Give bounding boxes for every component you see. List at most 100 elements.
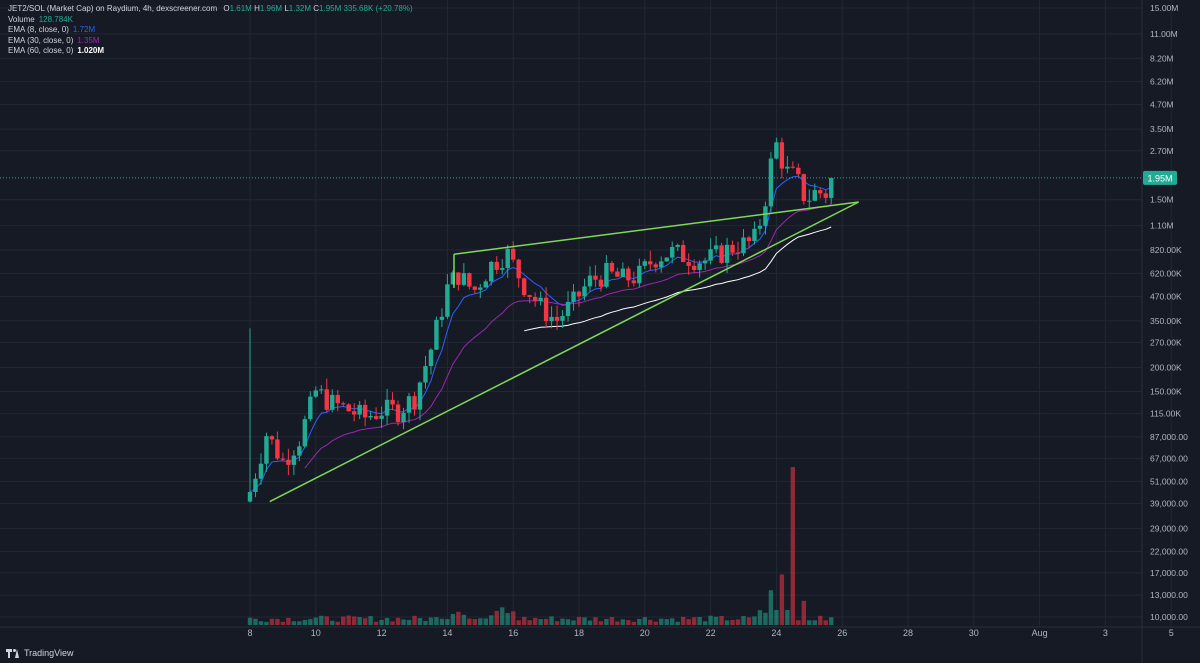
candle-body bbox=[571, 291, 576, 302]
candle-body bbox=[291, 455, 297, 465]
candle-body bbox=[724, 244, 730, 263]
candle-body bbox=[417, 382, 423, 410]
volume-bar bbox=[560, 618, 565, 625]
candle-body bbox=[642, 261, 647, 266]
candle-body bbox=[467, 273, 472, 287]
x-tick-label-12: Aug bbox=[1032, 628, 1048, 638]
volume-bar bbox=[801, 600, 807, 625]
y-tick-label-4: 4.70M bbox=[1150, 100, 1174, 110]
x-tick-label-0: 8 bbox=[247, 628, 252, 638]
volume-bar bbox=[571, 620, 576, 625]
volume-bar bbox=[604, 618, 609, 625]
y-tick-label-13: 270.00K bbox=[1150, 338, 1182, 348]
volume-bar bbox=[362, 618, 368, 625]
volume-bar bbox=[549, 616, 554, 625]
candle-body bbox=[719, 245, 724, 263]
candle-body bbox=[406, 396, 412, 413]
candle-body bbox=[395, 404, 401, 422]
volume-bar bbox=[302, 619, 308, 625]
x-tick-label-1: 10 bbox=[311, 628, 321, 638]
candle-body bbox=[659, 261, 664, 268]
candle-body bbox=[401, 412, 406, 422]
y-tick-label-1: 11.00M bbox=[1150, 29, 1178, 39]
tradingview-brand[interactable]: TradingView bbox=[6, 648, 74, 658]
volume-bar bbox=[708, 615, 713, 625]
volume-bar bbox=[615, 621, 620, 625]
legend-ema30-row: EMA (30, close, 0) 1.35M bbox=[8, 35, 100, 45]
candle-body bbox=[500, 268, 505, 270]
volume-bar bbox=[417, 618, 423, 625]
candle-body bbox=[554, 316, 560, 321]
y-tick-label-18: 67,000.00 bbox=[1150, 454, 1188, 464]
candle-body bbox=[434, 319, 439, 350]
volume-bar bbox=[494, 610, 499, 625]
volume-bar bbox=[384, 617, 390, 625]
x-tick-label-7: 22 bbox=[706, 628, 716, 638]
volume-bar bbox=[456, 611, 461, 625]
volume-bar bbox=[445, 619, 450, 625]
candle-body bbox=[456, 272, 461, 285]
volume-bar bbox=[735, 619, 741, 625]
volume-bar bbox=[790, 467, 796, 625]
volume-bar bbox=[439, 618, 445, 625]
candle-body bbox=[297, 446, 302, 456]
candle-body bbox=[565, 301, 571, 317]
volume-bar bbox=[582, 617, 587, 625]
volume-bar bbox=[697, 617, 702, 625]
volume-bar bbox=[247, 617, 253, 625]
candle-body bbox=[697, 263, 702, 270]
y-tick-label-21: 29,000.00 bbox=[1150, 523, 1188, 533]
volume-bar bbox=[291, 621, 297, 625]
candle-body bbox=[735, 252, 741, 254]
y-tick-label-22: 22,000.00 bbox=[1150, 546, 1188, 556]
volume-bar bbox=[500, 607, 505, 625]
y-tick-label-19: 51,000.00 bbox=[1150, 476, 1188, 486]
candle-body bbox=[390, 399, 395, 405]
candle-body bbox=[576, 291, 582, 297]
candle-body bbox=[763, 206, 768, 226]
x-tick-label-9: 26 bbox=[837, 628, 847, 638]
y-tick-label-16: 115.00K bbox=[1150, 409, 1181, 419]
candle-body bbox=[631, 280, 637, 284]
candle-body bbox=[368, 416, 373, 418]
volume-bar bbox=[373, 621, 379, 625]
volume-bar bbox=[516, 620, 521, 625]
y-tick-label-17: 87,000.00 bbox=[1150, 432, 1188, 442]
candle-body bbox=[478, 287, 483, 290]
x-tick-label-11: 30 bbox=[969, 628, 979, 638]
last-price-label: 1.95M bbox=[1147, 173, 1172, 183]
volume-bar bbox=[467, 618, 472, 625]
candle-body bbox=[412, 396, 417, 410]
volume-bar bbox=[412, 615, 417, 625]
volume-bar bbox=[264, 621, 269, 625]
x-tick-label-14: 5 bbox=[1169, 628, 1174, 638]
volume-bar bbox=[505, 613, 510, 625]
candle-body bbox=[461, 273, 467, 285]
candle-body bbox=[362, 404, 368, 418]
volume-bar bbox=[521, 616, 527, 625]
candle-body bbox=[560, 316, 565, 321]
candle-body bbox=[713, 245, 719, 250]
candle-body bbox=[598, 279, 604, 287]
candle-body bbox=[516, 259, 521, 279]
y-tick-label-9: 820.00K bbox=[1150, 245, 1182, 255]
candle-body bbox=[280, 458, 286, 460]
chart-legend: JET2/SOL (Market Cap) on Raydium, 4h, de… bbox=[8, 4, 413, 57]
candle-body bbox=[757, 225, 763, 229]
candle-body bbox=[423, 366, 428, 383]
candle-body bbox=[582, 286, 587, 297]
legend-ema60-row: EMA (60, close, 0) 1.020M bbox=[8, 46, 105, 55]
volume-bar bbox=[472, 619, 478, 625]
volume-bar bbox=[730, 619, 735, 625]
trendline-0 bbox=[269, 201, 859, 503]
candle-body bbox=[330, 394, 335, 410]
candle-body bbox=[785, 166, 790, 169]
volume-bar bbox=[368, 616, 373, 625]
candle-body bbox=[335, 394, 340, 404]
candle-body bbox=[593, 275, 598, 280]
candle-body bbox=[373, 416, 379, 419]
volume-bar bbox=[527, 620, 532, 625]
candle-body bbox=[538, 297, 543, 302]
volume-bar bbox=[648, 619, 653, 625]
